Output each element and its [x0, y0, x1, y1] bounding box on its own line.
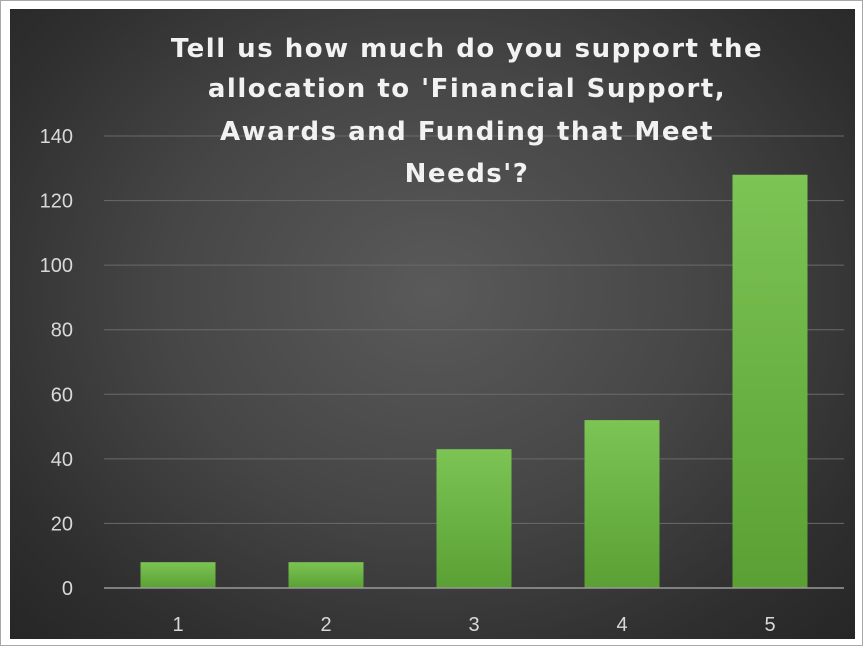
x-tick-labels: 1 2 3 4 5 — [172, 614, 775, 636]
bar-2 — [288, 562, 364, 588]
y-tick-labels: 0 20 40 60 80 100 120 140 — [40, 126, 73, 600]
x-tick-label: 4 — [616, 614, 627, 636]
bar-4 — [584, 420, 660, 588]
y-tick-label: 20 — [51, 513, 73, 535]
y-tick-label: 40 — [51, 449, 73, 471]
bars-group — [140, 174, 808, 588]
x-tick-label: 5 — [764, 614, 775, 636]
y-tick-label: 140 — [40, 126, 73, 148]
chart-title-line: allocation to 'Financial Support, — [208, 74, 726, 104]
chart-title-line: Tell us how much do you support the — [171, 34, 763, 64]
chart-area — [10, 9, 855, 639]
x-tick-label: 1 — [172, 614, 183, 636]
y-tick-label: 120 — [40, 191, 73, 213]
bar-3 — [436, 449, 512, 588]
y-tick-label: 100 — [40, 255, 73, 277]
bar-5 — [732, 174, 808, 588]
y-tick-label: 60 — [51, 384, 73, 406]
chart-title: Tell us how much do you support the alloc… — [171, 34, 763, 189]
x-tick-label: 3 — [468, 614, 479, 636]
x-tick-label: 2 — [320, 614, 331, 636]
bar-1 — [140, 562, 216, 588]
chart-title-line: Needs'? — [405, 159, 530, 189]
chart-title-line: Awards and Funding that Meet — [220, 117, 714, 147]
y-tick-label: 0 — [62, 578, 73, 600]
y-tick-label: 80 — [51, 320, 73, 342]
